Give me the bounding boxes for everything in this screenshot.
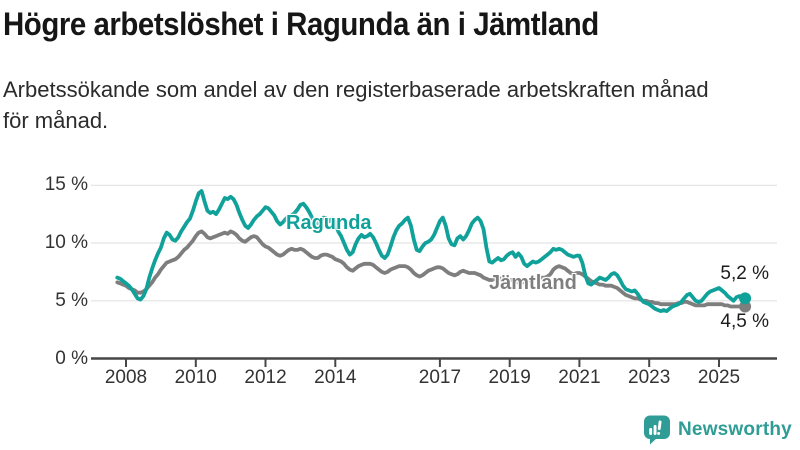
y-axis-label-15: 15 % <box>44 174 88 196</box>
ragunda-end-value-label: 5,2 % <box>720 263 769 284</box>
x-axis-label-2019: 2019 <box>488 367 531 388</box>
subtitle-line-1: Arbetssökande som andel av den registerb… <box>3 77 709 102</box>
jamtland-end-value-label: 4,5 % <box>720 311 769 332</box>
chart-subtitle: Arbetssökande som andel av den registerb… <box>3 74 709 136</box>
x-axis-label-2008: 2008 <box>104 367 148 388</box>
x-axis-label-2010: 2010 <box>174 367 217 388</box>
ragunda-line <box>115 189 747 314</box>
ragunda-end-dot <box>739 292 752 305</box>
x-axis-label-2025: 2025 <box>697 367 741 388</box>
jamtland-series-label: Jämtland <box>489 272 577 294</box>
y-axis-label-10: 10 % <box>44 232 88 253</box>
logo-text: Newsworthy <box>678 419 792 440</box>
page-title: Högre arbetslöshet i Ragunda än i Jämtla… <box>3 6 599 42</box>
newsworthy-logo[interactable]: Newsworthy <box>643 415 792 445</box>
x-axis-label-2017: 2017 <box>418 367 462 388</box>
y-axis-label-0: 0 % <box>55 347 88 369</box>
ragunda-series-label: Ragunda <box>286 212 372 234</box>
x-axis-label-2023: 2023 <box>628 367 671 388</box>
x-axis-label-2014: 2014 <box>314 367 357 388</box>
subtitle-line-2: för månad. <box>3 108 109 133</box>
newsworthy-bubble-barchart-icon <box>644 415 670 445</box>
x-axis-label-2012: 2012 <box>244 367 287 388</box>
y-axis-label-5: 5 % <box>55 289 88 311</box>
x-axis-label-2021: 2021 <box>558 367 601 388</box>
